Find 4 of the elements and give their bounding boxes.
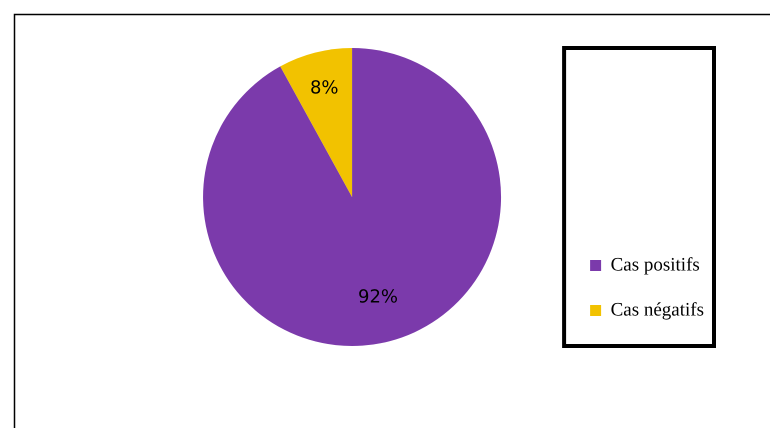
data-label: 92% <box>358 286 398 308</box>
data-label: 8% <box>310 77 339 98</box>
legend-label: Cas négatifs <box>610 299 704 320</box>
legend-label: Cas positifs <box>610 254 700 276</box>
